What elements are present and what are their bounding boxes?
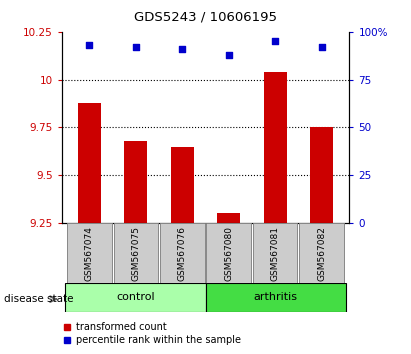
Bar <box>171 147 194 223</box>
Text: GSM567075: GSM567075 <box>132 225 141 281</box>
Bar <box>217 213 240 223</box>
Point <box>272 39 278 44</box>
Point <box>225 52 232 58</box>
Text: GSM567076: GSM567076 <box>178 225 187 281</box>
Bar <box>299 223 344 283</box>
Bar <box>310 127 333 223</box>
Bar <box>78 103 101 223</box>
Bar <box>124 141 148 223</box>
Point <box>133 44 139 50</box>
Bar <box>263 72 287 223</box>
Text: control: control <box>117 292 155 302</box>
Point <box>318 44 325 50</box>
Bar <box>253 223 298 283</box>
Point <box>86 42 93 48</box>
Bar <box>65 283 206 312</box>
Text: GSM567074: GSM567074 <box>85 225 94 281</box>
Legend: transformed count, percentile rank within the sample: transformed count, percentile rank withi… <box>58 319 245 349</box>
Bar <box>113 223 158 283</box>
Text: arthritis: arthritis <box>253 292 297 302</box>
Bar <box>160 223 205 283</box>
Text: GSM567082: GSM567082 <box>317 225 326 281</box>
Bar <box>206 283 346 312</box>
Text: GDS5243 / 10606195: GDS5243 / 10606195 <box>134 11 277 24</box>
Bar <box>206 223 251 283</box>
Text: GSM567080: GSM567080 <box>224 225 233 281</box>
Point <box>179 46 186 52</box>
Text: disease state: disease state <box>4 294 74 304</box>
Bar <box>67 223 112 283</box>
Text: GSM567081: GSM567081 <box>270 225 279 281</box>
